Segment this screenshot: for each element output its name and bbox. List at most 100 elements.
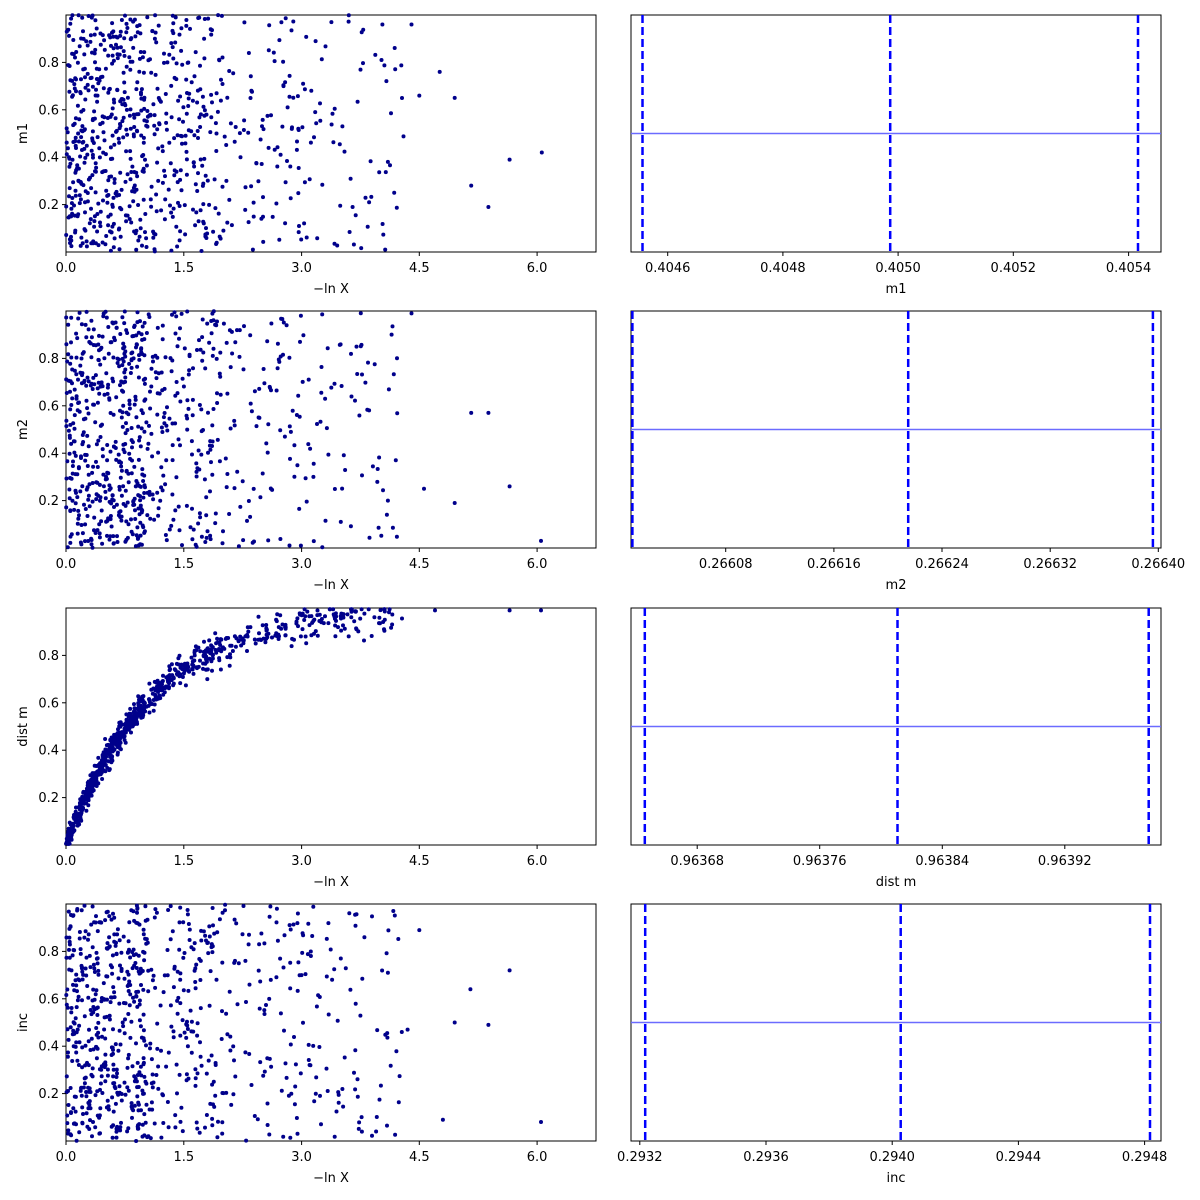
scatter-point xyxy=(422,486,426,491)
x-tick-label: 0.96384 xyxy=(915,854,969,869)
scatter-point xyxy=(232,139,237,144)
scatter-point xyxy=(132,189,137,194)
scatter-point xyxy=(185,1044,190,1049)
scatter-point xyxy=(108,145,113,150)
scatter-point xyxy=(122,1031,127,1036)
scatter-point xyxy=(119,207,124,212)
scatter-point xyxy=(172,168,177,173)
scatter-point xyxy=(130,532,135,537)
scatter-point xyxy=(143,1079,148,1084)
scatter-point xyxy=(380,222,385,226)
scatter-point xyxy=(89,335,94,340)
scatter-point xyxy=(80,15,85,20)
scatter-point xyxy=(150,1107,155,1112)
scatter-point xyxy=(220,960,225,965)
scatter-point xyxy=(172,75,177,80)
scatter-point xyxy=(209,32,214,37)
scatter-point xyxy=(111,245,116,250)
scatter-point xyxy=(387,610,391,615)
scatter-point xyxy=(180,1129,185,1134)
scatter-point xyxy=(107,1017,112,1022)
scatter-point xyxy=(223,902,228,907)
scatter-point xyxy=(195,88,200,93)
scatter-point xyxy=(205,677,210,682)
scatter-point xyxy=(86,937,90,942)
scatter-point xyxy=(80,124,85,129)
scatter-point xyxy=(64,342,69,347)
scatter-point xyxy=(68,407,73,412)
scatter-point xyxy=(97,155,102,160)
scatter-point xyxy=(83,929,88,934)
scatter-point xyxy=(65,1005,70,1010)
scatter-point xyxy=(215,930,220,935)
scatter-point xyxy=(199,407,204,412)
scatter-point xyxy=(142,381,147,386)
scatter-point xyxy=(288,960,293,965)
scatter-point xyxy=(170,458,175,463)
scatter-point xyxy=(130,1115,134,1120)
scatter-point xyxy=(136,989,141,994)
scatter-point xyxy=(81,350,86,355)
scatter-point xyxy=(83,85,88,90)
marginal-lines xyxy=(631,15,1161,252)
scatter-point xyxy=(452,1020,457,1025)
scatter-point xyxy=(132,115,137,120)
scatter-point xyxy=(275,612,280,617)
scatter-point xyxy=(123,379,128,384)
scatter-point xyxy=(270,635,274,640)
scatter-point xyxy=(197,115,202,120)
scatter-point xyxy=(105,443,110,447)
scatter-point xyxy=(343,966,348,971)
scatter-point xyxy=(126,714,131,719)
scatter-point xyxy=(84,244,89,249)
scatter-point xyxy=(365,407,370,412)
scatter-point xyxy=(339,384,344,388)
scatter-point xyxy=(78,951,83,956)
scatter-point xyxy=(211,318,216,323)
scatter-point xyxy=(125,1129,130,1134)
scatter-point xyxy=(80,140,85,145)
scatter-point xyxy=(188,525,193,530)
scatter-point xyxy=(308,140,313,145)
scatter-point xyxy=(176,656,181,661)
scatter-point xyxy=(146,312,151,317)
scatter-point xyxy=(181,384,186,389)
scatter-point xyxy=(134,415,139,420)
scatter-point xyxy=(210,1123,215,1128)
scatter-point xyxy=(85,485,90,490)
scatter-point xyxy=(68,361,73,366)
scatter-point xyxy=(64,391,69,395)
scatter-point xyxy=(176,670,181,675)
scatter-point xyxy=(261,195,265,200)
scatter-point xyxy=(328,947,333,952)
scatter-point xyxy=(169,369,174,374)
scatter-point xyxy=(123,1092,128,1097)
scatter-point xyxy=(100,1034,104,1039)
x-tick: 0.2944 xyxy=(996,1141,1041,1165)
scatter-point xyxy=(176,200,180,205)
scatter-point xyxy=(379,533,384,538)
scatter-point xyxy=(83,228,88,233)
scatter-point xyxy=(97,348,101,353)
scatter-point xyxy=(72,507,77,512)
scatter-point xyxy=(86,497,91,502)
scatter-point xyxy=(304,641,309,646)
scatter-point xyxy=(180,141,184,146)
scatter-point xyxy=(283,1061,288,1066)
scatter-point xyxy=(137,357,142,362)
scatter-point xyxy=(182,203,187,208)
scatter-point xyxy=(144,236,149,241)
scatter-point xyxy=(349,607,354,612)
scatter-point xyxy=(289,644,294,649)
scatter-point xyxy=(105,391,110,396)
scatter-point xyxy=(373,52,378,57)
scatter-point xyxy=(326,921,331,926)
x-ticks: 0.0 1.5 3.0 4.5 6.0 xyxy=(56,845,547,869)
scatter-point xyxy=(131,112,136,117)
scatter-point xyxy=(244,1138,249,1143)
panel-inc-trace: 0.0 1.5 3.0 4.5 6.0 0.2 0.4 0.6 0.8 −ln … xyxy=(16,902,597,1186)
scatter-point xyxy=(309,633,314,638)
x-tick: 4.5 xyxy=(409,845,430,869)
scatter-point xyxy=(148,389,152,394)
scatter-point xyxy=(94,988,99,993)
